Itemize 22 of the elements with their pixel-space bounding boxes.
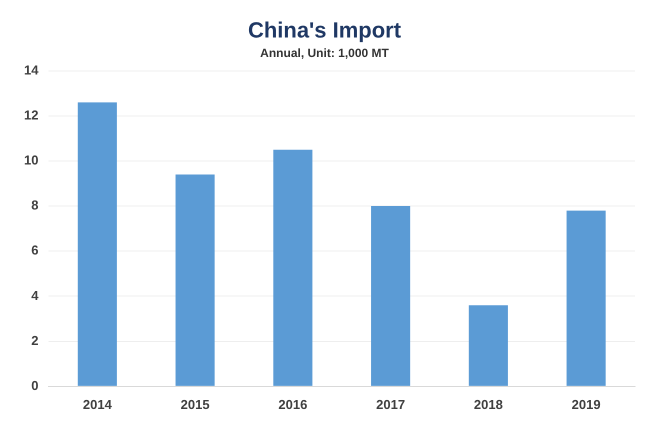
y-tick-label: 6 <box>31 242 38 258</box>
y-tick-label: 4 <box>31 288 40 303</box>
y-tick-label: 14 <box>24 62 40 78</box>
x-tick-label: 2014 <box>82 396 113 412</box>
chart-subtitle: Annual, Unit: 1,000 MT <box>260 46 390 60</box>
y-tick-label: 8 <box>31 198 38 213</box>
bar <box>468 305 508 386</box>
x-tick-label: 2015 <box>180 396 210 412</box>
bar <box>78 102 117 386</box>
y-tick-label: 0 <box>31 378 38 393</box>
bar <box>176 174 215 386</box>
x-tick-label: 2016 <box>278 396 308 412</box>
bar <box>371 206 410 386</box>
x-tick-label: 2019 <box>572 396 601 412</box>
chart-title: China's Import <box>248 17 402 42</box>
bar <box>273 150 312 386</box>
y-tick-label: 12 <box>24 107 38 122</box>
x-tick-label: 2017 <box>376 396 406 412</box>
x-tick-label: 2018 <box>474 396 503 412</box>
bar <box>566 210 606 386</box>
y-tick-label: 10 <box>24 152 38 168</box>
y-tick-label: 2 <box>31 332 38 348</box>
